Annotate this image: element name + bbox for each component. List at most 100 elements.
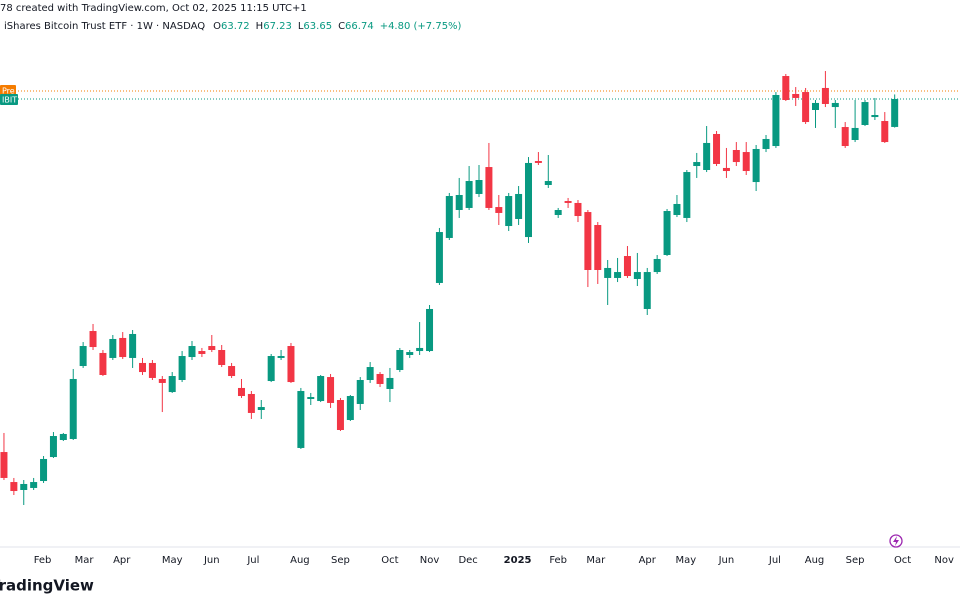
candle-body [703, 142, 711, 170]
candle-body [426, 308, 434, 352]
candle-body [673, 203, 681, 215]
candle-body [465, 181, 473, 208]
candle-body [643, 272, 651, 309]
candle-body [881, 121, 889, 143]
candle-body [732, 150, 740, 163]
ohlc-prefix: C [338, 21, 345, 32]
candle-body [841, 127, 849, 147]
candle-body [693, 162, 701, 167]
candle-body [257, 407, 265, 410]
candle-body [752, 148, 760, 183]
candle-body [782, 76, 790, 100]
x-tick-label: Oct [381, 555, 398, 566]
candle-body [554, 210, 562, 215]
candle-body [633, 272, 641, 279]
ohlc-prefix: H [256, 21, 264, 32]
candle-body [792, 93, 800, 98]
candle-body [802, 92, 810, 123]
candle-body [406, 352, 414, 355]
symbol-legend: iShares Bitcoin Trust ETF · 1W · NASDAQ O… [4, 21, 462, 32]
candle-body [435, 232, 443, 283]
candle-body [485, 167, 493, 208]
x-tick-label: May [676, 555, 697, 566]
x-tick-label: Jun [718, 555, 735, 566]
candle-body [148, 362, 156, 378]
interval: 1W [137, 21, 153, 32]
candle-body [544, 181, 552, 185]
x-tick-label: Apr [113, 555, 131, 566]
candle-body [762, 138, 770, 149]
candle-body [158, 378, 166, 383]
candle-body [683, 172, 691, 218]
candle-body [10, 482, 18, 492]
x-tick-label: Nov [420, 555, 440, 566]
candle-body [317, 376, 325, 402]
logo: TradingView [0, 577, 94, 595]
candle-body [247, 393, 255, 413]
candle-body [237, 387, 245, 397]
candle-body [208, 346, 216, 350]
candle-body [59, 433, 67, 440]
ohlc-prefix: O [213, 21, 221, 32]
separator: · [127, 21, 137, 32]
candle-body [495, 207, 503, 213]
price-line-label: Pre [2, 87, 15, 96]
exchange: NASDAQ [162, 21, 205, 32]
candle-body [574, 202, 582, 217]
separator: · [153, 21, 163, 32]
x-tick-label: Sep [331, 555, 350, 566]
candle-body [356, 380, 364, 404]
ohlc-value: 67.23 [263, 21, 292, 32]
x-tick-label: Oct [894, 555, 911, 566]
candle-body [267, 356, 275, 382]
x-tick-label: Aug [805, 555, 825, 566]
ohlc-value: 66.74 [345, 21, 374, 32]
candle-body [0, 452, 8, 478]
candle-body [505, 196, 513, 227]
ohlc-value: 63.65 [303, 21, 332, 32]
candle-body [129, 333, 137, 358]
candle-body [713, 133, 721, 164]
candle-body [198, 351, 206, 354]
x-tick-label: Jul [246, 555, 259, 566]
candle-body [30, 482, 38, 488]
candle-body [188, 346, 196, 358]
candle-body [821, 87, 829, 104]
x-tick-label: Apr [639, 555, 657, 566]
x-tick-label: Feb [34, 555, 52, 566]
candle-body [277, 356, 285, 358]
candle-body [614, 272, 622, 278]
candle-body [871, 115, 879, 118]
candle-body [396, 350, 404, 370]
last-label-bg [0, 93, 18, 105]
candle-body [812, 102, 820, 110]
candle-body [218, 350, 226, 365]
candle-body [445, 196, 453, 238]
candle-body [336, 400, 344, 430]
candle-body [20, 483, 28, 490]
candle-body [168, 376, 176, 393]
candle-body [99, 352, 107, 375]
x-tick-label: Jul [768, 555, 781, 566]
candle-body [831, 102, 839, 108]
change: +4.80 (+7.75%) [380, 21, 462, 32]
attribution: 78 created with TradingView.com, Oct 02,… [0, 3, 307, 14]
price-line-label-bg [0, 85, 16, 97]
candle-body [287, 346, 295, 383]
candle-body [594, 225, 602, 270]
x-tick-label: Mar [586, 555, 606, 566]
x-tick-label: Jun [203, 555, 220, 566]
x-tick-label: May [162, 555, 183, 566]
candle-body [455, 195, 463, 210]
candle-body [851, 127, 859, 140]
candle-body [40, 458, 48, 482]
candle-body [139, 362, 147, 373]
candle-body [742, 152, 750, 172]
candle-body [524, 162, 532, 238]
candle-body [534, 161, 542, 163]
x-tick-label: Nov [934, 555, 954, 566]
candle-body [69, 378, 77, 439]
candle-body [366, 367, 374, 380]
candle-body [327, 377, 335, 403]
legend-text: iShares Bitcoin Trust ETF · 1W · NASDAQ O… [4, 21, 462, 32]
